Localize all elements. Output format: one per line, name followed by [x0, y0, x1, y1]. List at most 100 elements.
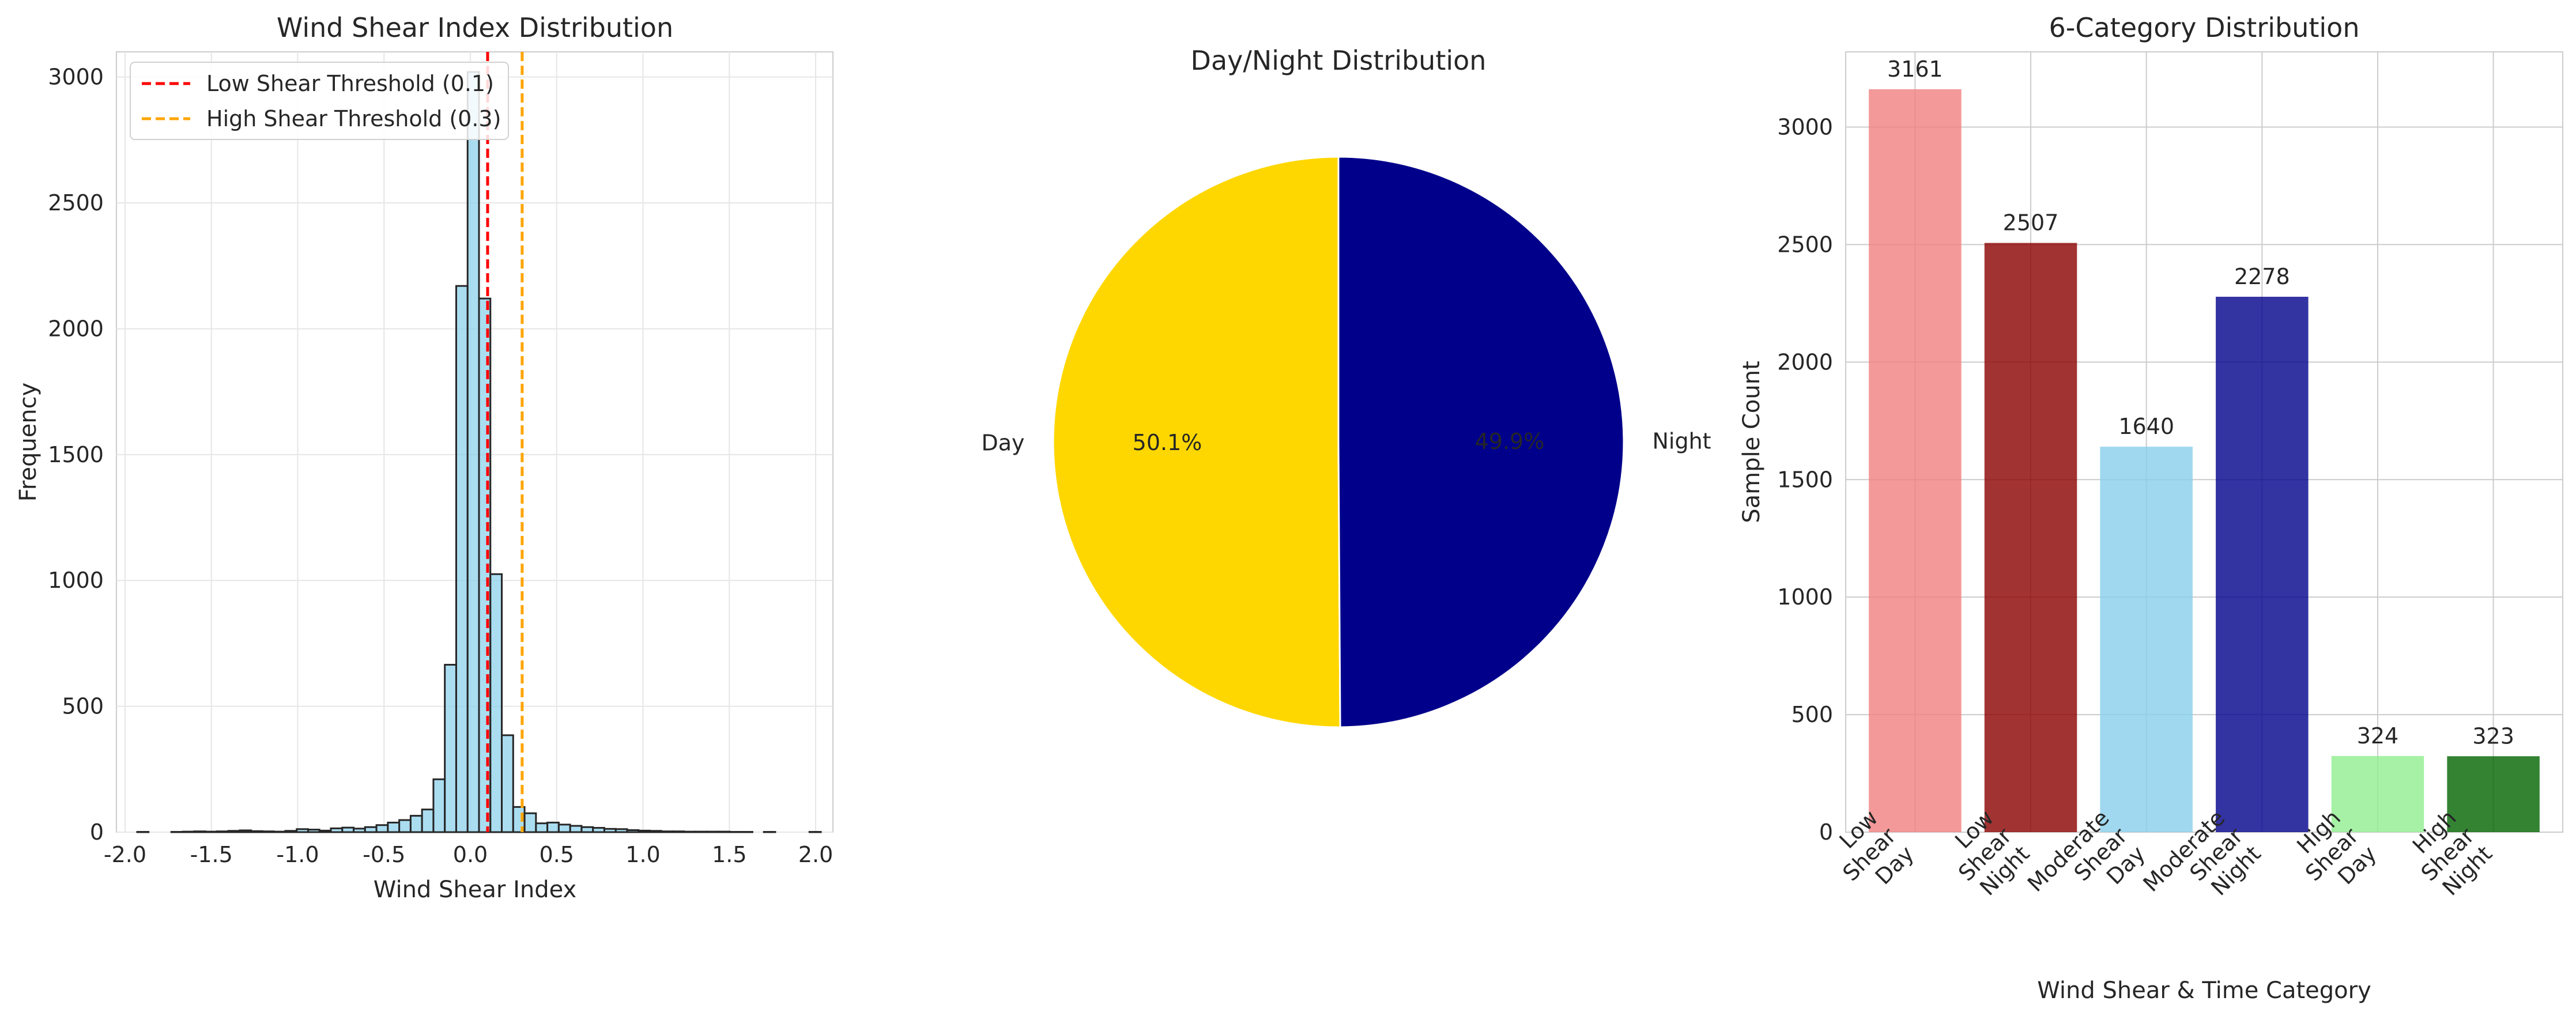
- legend-label-high-shear: High Shear Threshold (0.3): [206, 106, 501, 131]
- histogram-y-label: Frequency: [15, 383, 42, 502]
- category-bar: [1984, 243, 2077, 832]
- histogram-y-tick-label: 3000: [48, 65, 104, 90]
- histogram-bar: [557, 823, 571, 833]
- pie-slice-night: [1337, 156, 1625, 728]
- histogram-x-tick-label: 1.5: [712, 842, 746, 867]
- histogram-bar: [284, 830, 298, 833]
- histogram-bar: [227, 830, 241, 833]
- pie-title: Day/Night Distribution: [1191, 45, 1487, 76]
- category-y-ticks: 0 500 1000 1500 2000 2500 3000: [1777, 115, 1833, 845]
- histogram-x-label: Wind Shear Index: [374, 877, 576, 903]
- pie-percent-day: 50.1%: [1133, 430, 1202, 455]
- histogram-panel: -2.0 -1.5 -1.0 -0.5 0.0 0.5 1.0 1.5 2.0 0 500 1000…: [15, 12, 833, 903]
- histogram-bar: [409, 815, 423, 833]
- pie-panel: Day/Night Distribution Day 50.1% Night 49.9…: [981, 45, 1711, 728]
- legend-label-low-shear: Low Shear Threshold (0.1): [206, 71, 494, 96]
- histogram-bar: [239, 829, 252, 833]
- category-x-tick-label: HighShearNight: [2398, 805, 2498, 904]
- histogram-x-tick-label: -2.0: [104, 842, 146, 867]
- histogram-y-tick-label: 1500: [48, 442, 104, 467]
- histogram-bar: [569, 825, 583, 833]
- histogram-bar: [466, 71, 480, 833]
- histogram-bar: [626, 829, 640, 833]
- histogram-bar: [603, 828, 617, 833]
- category-bar: [2100, 447, 2193, 832]
- category-y-tick-label: 2000: [1777, 349, 1833, 375]
- histogram-bars: [136, 71, 822, 833]
- histogram-x-tick-label: -0.5: [363, 842, 405, 867]
- histogram-bar: [375, 824, 389, 833]
- histogram-reference-lines: [486, 52, 524, 832]
- category-y-tick-label: 3000: [1777, 115, 1833, 140]
- histogram-y-tick-label: 0: [90, 819, 104, 845]
- histogram-bar: [546, 821, 560, 833]
- histogram-bar: [455, 285, 469, 833]
- category-bar: [2447, 756, 2540, 832]
- category-bar: [2331, 755, 2424, 832]
- histogram-bar: [318, 829, 332, 833]
- histogram-x-tick-label: -1.5: [190, 842, 233, 867]
- histogram-bar: [341, 826, 355, 833]
- histogram-title: Wind Shear Index Distribution: [277, 12, 673, 43]
- svg-text:HighShearNight: HighShearNight: [2398, 805, 2498, 904]
- histogram-legend: Low Shear Threshold (0.1) High Shear Thr…: [130, 62, 509, 140]
- pie-percent-night: 49.9%: [1475, 429, 1545, 454]
- histogram-bar: [432, 778, 446, 833]
- histogram-bar: [250, 830, 263, 833]
- category-value-labels: 3161 2507 1640 2278 324 323: [1887, 56, 2514, 749]
- histogram-bar: [580, 826, 594, 833]
- histogram-y-tick-label: 1000: [48, 568, 104, 593]
- category-y-tick-label: 1500: [1777, 467, 1833, 492]
- histogram-y-tick-label: 2000: [48, 316, 104, 341]
- legend-box: [130, 62, 509, 140]
- category-value-label: 1640: [2118, 414, 2174, 439]
- histogram-x-tick-label: 0.0: [453, 842, 488, 867]
- category-y-tick-label: 1000: [1777, 584, 1833, 610]
- pie-label-day: Day: [981, 430, 1024, 456]
- category-value-label: 2278: [2234, 264, 2290, 289]
- histogram-x-tick-label: 1.0: [625, 842, 660, 867]
- pie-labels: Day 50.1% Night 49.9%: [981, 428, 1711, 455]
- histogram-bar: [387, 821, 401, 833]
- category-bar-panel: 3161 2507 1640 2278 324 323 0 500 1000 1500 2000 2…: [1738, 12, 2563, 1004]
- histogram-bar: [307, 829, 320, 833]
- category-value-label: 3161: [1887, 56, 1943, 82]
- histogram-bar: [501, 734, 514, 833]
- category-title: 6-Category Distribution: [2049, 12, 2360, 43]
- category-bars: [1869, 89, 2540, 832]
- histogram-bar: [614, 828, 628, 833]
- category-value-label: 324: [2357, 723, 2399, 749]
- histogram-bar: [421, 809, 435, 833]
- category-y-tick-label: 2500: [1777, 232, 1833, 257]
- pie-slices: [1052, 156, 1625, 728]
- histogram-bar: [296, 828, 309, 833]
- category-value-label: 2507: [2003, 210, 2059, 236]
- category-bar: [2216, 296, 2309, 832]
- histogram-y-tick-label: 500: [62, 694, 104, 719]
- category-y-tick-label: 500: [1791, 702, 1833, 727]
- histogram-bar: [592, 827, 605, 833]
- histogram-bar: [638, 829, 651, 833]
- category-y-label: Sample Count: [1738, 361, 1765, 523]
- pie-label-night: Night: [1652, 428, 1711, 454]
- histogram-bar: [398, 819, 412, 833]
- histogram-bar: [444, 664, 457, 833]
- category-x-label: Wind Shear & Time Category: [2037, 977, 2371, 1004]
- histogram-bar: [535, 822, 549, 833]
- category-value-label: 323: [2472, 723, 2514, 749]
- histogram-bar: [330, 827, 344, 833]
- pie-slice-day: [1052, 156, 1341, 728]
- histogram-x-tick-label: 0.5: [540, 842, 574, 867]
- category-bar: [1869, 89, 1962, 832]
- histogram-x-ticks: -2.0 -1.5 -1.0 -0.5 0.0 0.5 1.0 1.5 2.0: [104, 842, 833, 867]
- histogram-bar: [489, 573, 503, 833]
- category-plot-area: [1845, 51, 2563, 833]
- histogram-bar: [649, 830, 662, 833]
- histogram-y-tick-label: 2500: [48, 190, 104, 216]
- category-y-tick-label: 0: [1819, 819, 1833, 845]
- histogram-bar: [353, 828, 366, 833]
- histogram-y-ticks: 0 500 1000 1500 2000 2500 3000: [48, 65, 104, 845]
- histogram-bar: [364, 826, 378, 833]
- histogram-bar: [523, 812, 537, 833]
